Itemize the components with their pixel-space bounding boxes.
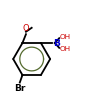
Text: OH: OH [59,46,71,52]
Text: B: B [53,39,60,48]
Text: O: O [23,24,29,33]
Text: Br: Br [14,84,26,93]
Text: OH: OH [59,35,71,41]
